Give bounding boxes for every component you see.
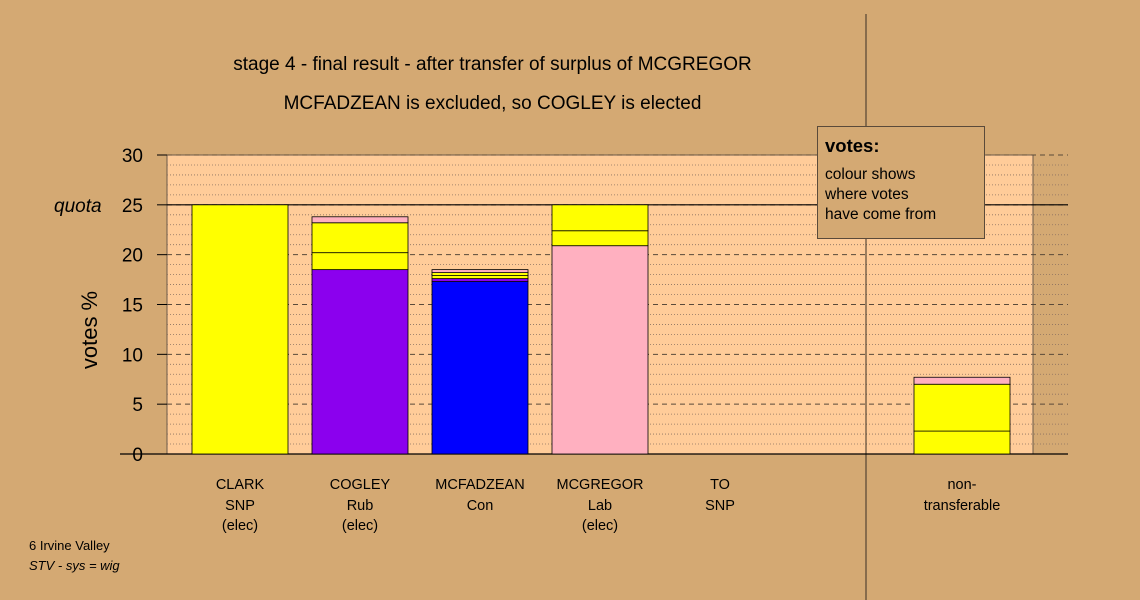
x-category-line: (elec): [221, 518, 259, 534]
x-category-line: Con: [466, 497, 494, 514]
x-category-label: TO SNP: [660, 475, 780, 516]
x-category-line: transferable: [923, 497, 1001, 514]
x-category-line: (elec): [341, 518, 379, 534]
bar-segment: [913, 430, 1011, 455]
legend-line: have come from: [825, 206, 937, 223]
x-category-label: MCFADZEAN Con: [420, 475, 540, 516]
x-category-line: non-: [947, 477, 977, 493]
x-category-line: CLARK: [215, 477, 265, 493]
y-tick-label: 30: [122, 146, 143, 167]
bar-segment: [311, 222, 409, 254]
y-tick-label: 20: [122, 246, 143, 267]
bar-segment: [551, 230, 649, 247]
footer: 6 Irvine Valley STV - sys = wig: [29, 536, 120, 576]
bar-segment: [311, 216, 409, 224]
quota-label: quota: [54, 196, 102, 217]
chart-title: stage 4 - final result - after transfer …: [233, 54, 752, 75]
bar-segment: [311, 269, 409, 455]
y-tick-label: 10: [122, 345, 143, 366]
x-category-line: Lab: [587, 497, 613, 514]
legend-line: colour shows: [825, 166, 916, 183]
x-category-label: COGLEY Rub (elec): [300, 475, 420, 537]
x-category-line: MCFADZEAN: [435, 477, 525, 493]
y-tick-label: 0: [132, 445, 143, 466]
x-category-line: (elec): [581, 518, 619, 534]
bar-segment: [431, 269, 529, 274]
x-category-line: MCGREGOR: [556, 477, 644, 493]
bar-segment: [913, 383, 1011, 432]
x-category-line: SNP: [705, 497, 735, 514]
legend: votes: colour shows where votes have com…: [817, 126, 985, 239]
bar-segment: [191, 204, 289, 455]
x-category-label: CLARK SNP (elec): [180, 475, 300, 537]
footer-area: 6 Irvine Valley: [29, 538, 110, 553]
x-category-label: non-transferable: [902, 475, 1022, 516]
bar-segment: [431, 272, 529, 276]
y-axis-label: votes %: [77, 290, 102, 370]
x-category-label: MCGREGOR Lab (elec): [540, 475, 660, 537]
y-tick-label: 25: [122, 196, 143, 217]
legend-heading: votes:: [825, 135, 880, 156]
x-category-line: Rub: [346, 497, 374, 514]
bar-segment: [551, 245, 649, 455]
x-category-line: COGLEY: [329, 477, 391, 493]
bar-segment: [431, 275, 529, 279]
bar-segment: [431, 281, 529, 455]
x-category-line: SNP: [225, 497, 255, 514]
x-category-line: TO: [710, 477, 730, 493]
bar-segment: [551, 204, 649, 232]
legend-line: where votes: [825, 186, 909, 203]
bar-segment: [311, 252, 409, 271]
bar-segment: [913, 376, 1011, 385]
chart-subtitle: MCFADZEAN is excluded, so COGLEY is elec…: [283, 93, 702, 114]
bar-segment: [431, 278, 529, 282]
y-tick-label: 15: [122, 296, 143, 317]
y-tick-label: 5: [132, 395, 143, 416]
footer-system: STV - sys = wig: [29, 558, 120, 573]
